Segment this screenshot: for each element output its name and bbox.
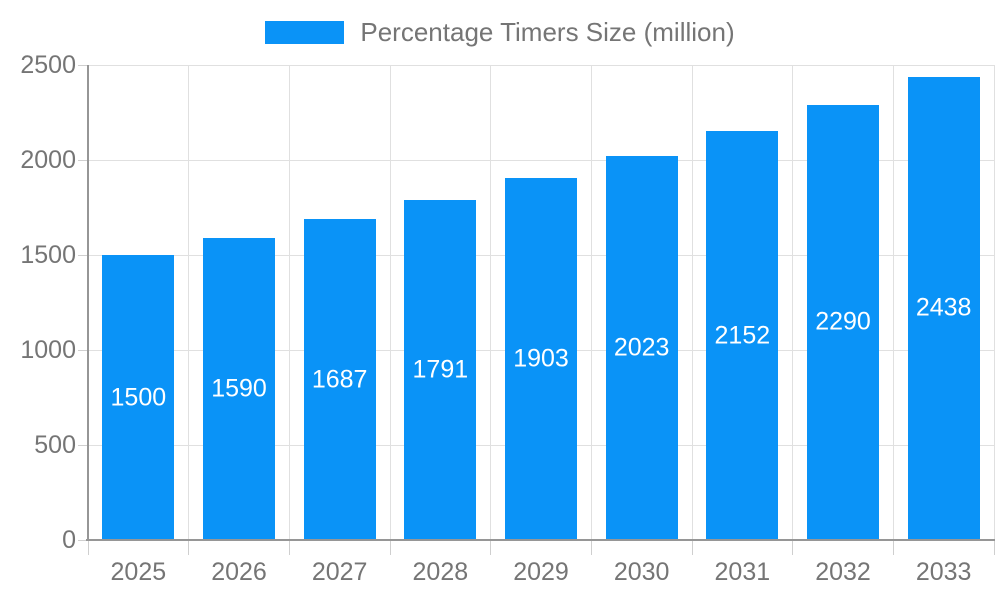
- x-tick-mark: [792, 540, 794, 555]
- bar-value-label: 2438: [915, 293, 972, 322]
- v-gridline: [389, 65, 391, 540]
- bar-2025[interactable]: [102, 255, 175, 540]
- v-gridline: [792, 65, 794, 540]
- bar-value-label: 1791: [412, 355, 469, 384]
- v-gridline: [993, 65, 995, 540]
- y-tick-mark: [78, 444, 88, 446]
- x-tick-mark: [993, 540, 995, 555]
- bar-value-label: 2290: [815, 307, 871, 336]
- bar-2032[interactable]: [807, 104, 879, 540]
- legend-label: Percentage Timers Size (million): [360, 17, 735, 47]
- x-tick-label: 2027: [311, 558, 368, 586]
- y-axis-line: [87, 65, 89, 540]
- v-gridline: [288, 65, 290, 540]
- x-tick-mark: [490, 540, 492, 555]
- bar-value-label: 2152: [714, 321, 771, 350]
- x-tick-label: 2026: [211, 558, 267, 586]
- x-tick-mark: [288, 540, 290, 555]
- x-tick-mark: [892, 540, 894, 555]
- bar-value-label: 2023: [613, 333, 670, 362]
- y-tick-mark: [78, 349, 88, 351]
- h-gridline: [88, 159, 994, 161]
- bar-2030[interactable]: [605, 155, 678, 540]
- v-gridline: [691, 65, 693, 540]
- y-tick-mark: [78, 64, 88, 66]
- x-tick-label: 2032: [815, 558, 871, 586]
- v-gridline: [188, 65, 190, 540]
- bar-value-label: 1903: [513, 344, 569, 373]
- plot-area: 0 500 1000 1500 2000 2500 1500 2025 1590 2026 1687…: [20, 51, 995, 586]
- x-tick-label: 2030: [613, 558, 670, 586]
- x-tick-mark: [389, 540, 391, 555]
- x-axis-line: [86, 539, 995, 541]
- x-tick-mark: [691, 540, 693, 555]
- y-tick-label: 1500: [20, 241, 76, 269]
- x-tick-label: 2025: [110, 558, 167, 586]
- h-gridline: [88, 64, 994, 66]
- bar-2026[interactable]: [203, 237, 275, 540]
- y-tick-mark: [78, 159, 88, 161]
- bar-value-label: 1590: [211, 374, 267, 403]
- y-tick-label: 2000: [20, 146, 76, 174]
- v-gridline: [490, 65, 492, 540]
- bar-value-label: 1500: [110, 383, 167, 411]
- y-tick-mark: [78, 254, 88, 256]
- x-tick-label: 2028: [412, 558, 469, 586]
- x-tick-mark: [590, 540, 592, 555]
- x-tick-mark: [87, 540, 89, 555]
- x-tick-label: 2031: [714, 558, 771, 586]
- bar-2029[interactable]: [505, 178, 577, 540]
- y-tick-label: 500: [34, 431, 76, 459]
- legend-item[interactable]: Percentage Timers Size (million): [0, 17, 1000, 48]
- bar-2031[interactable]: [706, 131, 779, 540]
- x-tick-label: 2029: [513, 558, 569, 586]
- y-tick-label: 0: [62, 526, 76, 554]
- v-gridline: [590, 65, 592, 540]
- bar-2028[interactable]: [404, 199, 477, 540]
- y-tick-mark: [78, 539, 88, 541]
- x-tick-label: 2033: [915, 558, 972, 586]
- bar-2027[interactable]: [303, 219, 376, 540]
- x-tick-mark: [188, 540, 190, 555]
- y-tick-label: 1000: [20, 336, 76, 364]
- y-tick-label: 2500: [20, 51, 76, 79]
- bar-value-label: 1687: [311, 365, 368, 394]
- legend-swatch: [265, 21, 345, 44]
- bar-2033[interactable]: [907, 76, 980, 540]
- v-gridline: [892, 65, 894, 540]
